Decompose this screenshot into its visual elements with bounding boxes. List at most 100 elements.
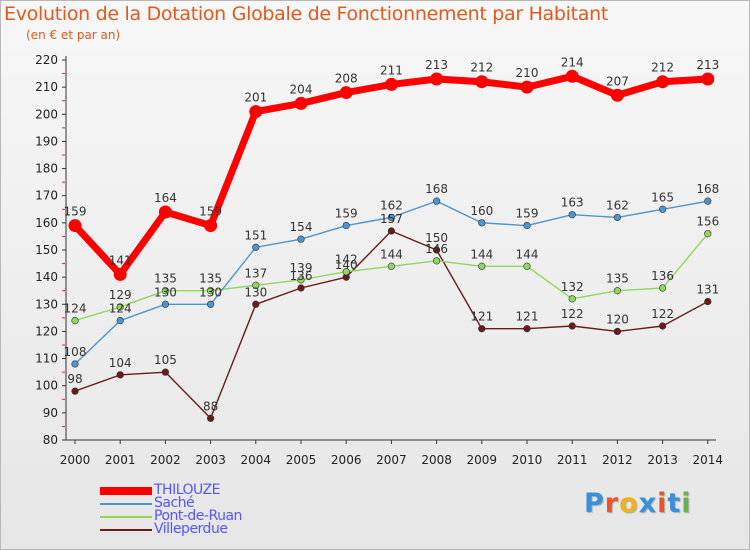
data-label: 121 (470, 310, 493, 324)
y-tick-label: 150 (35, 243, 58, 257)
data-label: 139 (290, 261, 313, 275)
data-label: 136 (651, 269, 674, 283)
data-label: 154 (290, 220, 313, 234)
data-point (297, 276, 305, 284)
data-label: 159 (64, 205, 87, 219)
data-point (294, 96, 308, 110)
y-tick-label: 90 (43, 406, 58, 420)
data-label: 130 (244, 285, 267, 299)
data-point (116, 316, 124, 325)
data-label: 121 (516, 310, 539, 324)
x-tick-label: 2000 (60, 453, 91, 467)
legend-label: Saché (154, 495, 195, 511)
data-label: 144 (516, 247, 539, 261)
data-point (704, 230, 712, 238)
y-tick-label: 190 (35, 134, 58, 148)
data-label: 163 (561, 196, 584, 210)
data-label: 105 (154, 353, 177, 367)
data-point (523, 262, 531, 270)
data-point (478, 262, 486, 270)
legend-label: Villeperdue (154, 521, 228, 537)
legend-label: THILOUZE (154, 482, 220, 498)
x-tick-label: 2001 (105, 453, 136, 467)
data-label: 108 (64, 345, 87, 359)
data-point (204, 219, 218, 233)
y-tick-label: 100 (35, 379, 58, 393)
data-point (704, 197, 712, 205)
data-point (387, 227, 396, 235)
data-label: 124 (64, 302, 87, 316)
data-point (207, 287, 215, 295)
data-point (249, 105, 263, 119)
data-label: 104 (109, 356, 132, 370)
chart-title: Evolution de la Dotation Globale de Fonc… (4, 3, 609, 25)
y-tick-label: 170 (35, 189, 58, 203)
chart-axes: 80 90 100 110 120 130 140 150 160 170 180 190 200 210… (35, 53, 723, 467)
data-point (384, 77, 398, 91)
data-label: 201 (244, 91, 267, 105)
data-label: 162 (380, 198, 403, 212)
data-point (252, 281, 260, 289)
data-point (568, 295, 576, 303)
data-point (475, 75, 489, 89)
data-point (116, 303, 124, 311)
data-point (71, 360, 79, 368)
y-tick-label: 110 (35, 352, 58, 366)
chart-subtitle: (en € et par an) (26, 28, 121, 42)
data-label: 159 (199, 205, 222, 219)
y-tick-label: 160 (35, 216, 58, 230)
data-label: 160 (470, 204, 493, 218)
y-tick-label: 180 (35, 162, 58, 176)
data-point (520, 80, 534, 94)
data-point (207, 300, 215, 308)
data-point (613, 287, 622, 295)
data-label: 122 (651, 307, 674, 321)
data-point (610, 88, 624, 102)
x-tick-label: 2003 (195, 453, 226, 467)
data-label: 151 (244, 228, 267, 242)
data-label: 144 (380, 247, 403, 261)
data-label: 130 (154, 285, 177, 299)
y-tick-label: 200 (35, 107, 58, 121)
data-label: 207 (606, 74, 629, 88)
data-point (252, 243, 260, 251)
data-label: 98 (67, 372, 82, 386)
data-label: 135 (606, 272, 629, 286)
data-label: 146 (425, 242, 448, 256)
data-label: 144 (470, 247, 493, 261)
legend-swatch (100, 515, 152, 518)
y-tick-label: 140 (35, 270, 58, 284)
x-tick-label: 2011 (557, 453, 588, 467)
data-label: 137 (244, 266, 267, 280)
x-tick-label: 2012 (602, 453, 633, 467)
data-label: 120 (606, 312, 629, 326)
data-point (568, 322, 576, 330)
data-point (158, 205, 172, 219)
data-point (433, 246, 441, 254)
series-line-thilouze (71, 72, 712, 278)
x-tick-label: 2010 (512, 453, 543, 467)
data-label: 141 (109, 253, 132, 267)
chart-series (68, 69, 715, 422)
data-label: 156 (696, 215, 719, 229)
data-point (113, 267, 127, 281)
data-point (387, 213, 396, 222)
data-label: 132 (561, 280, 584, 294)
data-label: 159 (516, 207, 539, 221)
data-label: 150 (425, 231, 448, 245)
data-point (568, 211, 576, 219)
data-point (116, 371, 124, 379)
data-label: 213 (425, 58, 448, 72)
data-point (161, 368, 169, 376)
data-point (658, 322, 667, 330)
x-tick-label: 2008 (421, 453, 452, 467)
data-label: 211 (380, 63, 403, 77)
data-point (478, 219, 486, 227)
y-tick-label: 80 (43, 433, 58, 447)
data-point (656, 75, 670, 89)
data-point (658, 284, 667, 292)
data-point (161, 287, 169, 295)
data-label: 210 (516, 66, 539, 80)
data-point (297, 235, 305, 243)
